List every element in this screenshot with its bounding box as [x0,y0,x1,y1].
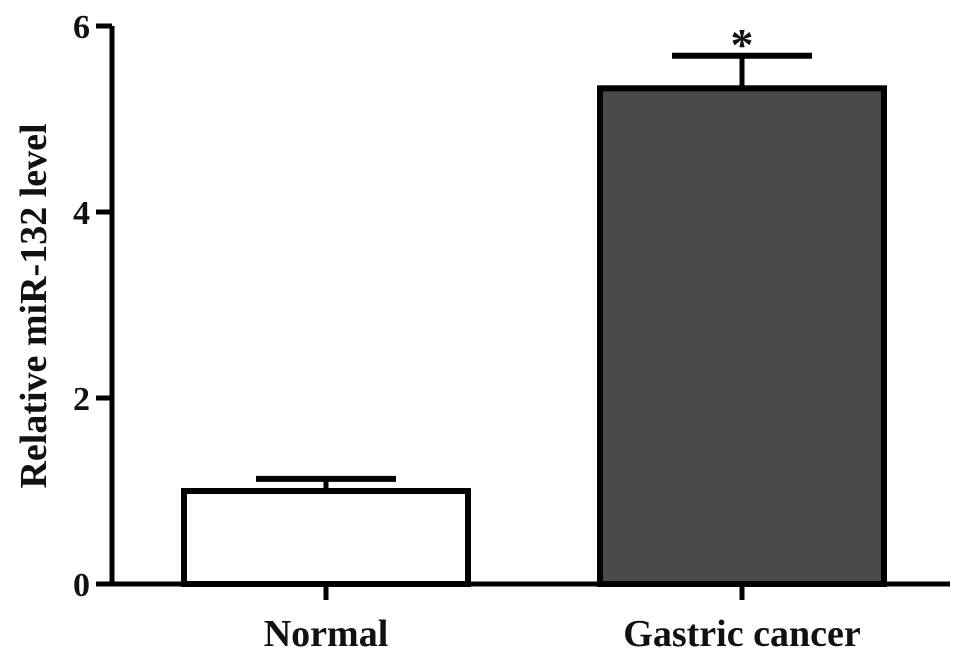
x-category-label: Gastric cancer [623,613,861,655]
x-category-label: Normal [264,613,389,655]
bar-gastric-cancer [597,85,887,587]
y-tick-label: 4 [73,195,90,232]
bar-normal [181,488,471,587]
y-tick-label: 6 [73,9,90,46]
significance-asterisk: * [731,19,754,70]
y-axis-title: Relative miR-132 level [13,123,55,488]
y-tick-label: 2 [73,381,90,418]
y-tick-label: 0 [73,567,90,604]
